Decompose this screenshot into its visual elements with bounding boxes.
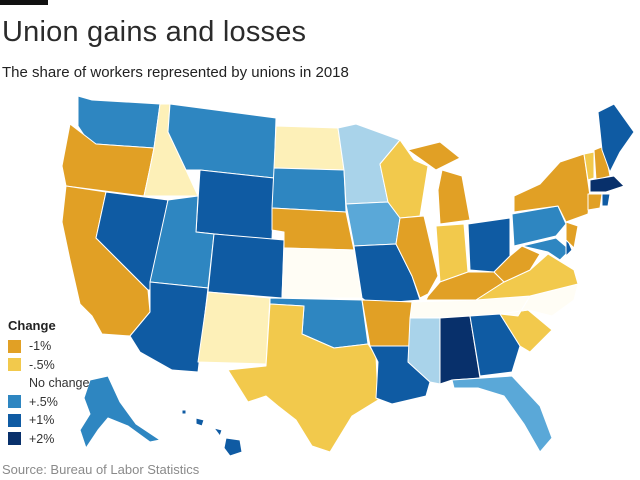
source-credit: Source: Bureau of Labor Statistics: [2, 462, 200, 477]
legend-label: +1%: [29, 413, 55, 428]
state-florida[interactable]: [451, 375, 553, 453]
state-hawaii[interactable]: [181, 409, 243, 457]
state-maine[interactable]: [597, 103, 635, 173]
state-michigan[interactable]: [407, 141, 471, 225]
state-wyoming[interactable]: [195, 169, 275, 241]
legend-item: -1%: [8, 337, 128, 356]
state-massachusetts[interactable]: [589, 175, 625, 193]
state-georgia[interactable]: [469, 313, 521, 377]
top-accent-bar: [0, 0, 48, 5]
state-connecticut[interactable]: [587, 193, 603, 211]
state-illinois[interactable]: [395, 215, 439, 299]
legend-item: No change: [8, 374, 128, 393]
legend-label: -.5%: [29, 357, 55, 372]
state-north-dakota[interactable]: [273, 125, 345, 171]
page-subtitle: The share of workers represented by unio…: [2, 64, 349, 81]
state-rhode-island[interactable]: [601, 193, 611, 207]
legend-swatch: [8, 377, 21, 390]
legend-swatch: [8, 432, 21, 446]
state-texas[interactable]: [227, 303, 379, 453]
legend-label: -1%: [29, 339, 52, 354]
state-arkansas[interactable]: [361, 299, 413, 347]
state-new-hampshire[interactable]: [593, 145, 611, 181]
state-mississippi[interactable]: [407, 317, 441, 385]
legend-swatch: [8, 358, 21, 372]
state-new-jersey[interactable]: [565, 221, 579, 249]
page-title: Union gains and losses: [2, 16, 307, 48]
state-kansas[interactable]: [281, 247, 363, 299]
legend-item: +.5%: [8, 393, 128, 412]
legend-swatch: [8, 339, 21, 353]
legend-label: +2%: [29, 431, 55, 446]
state-alaska[interactable]: [79, 375, 161, 449]
state-iowa[interactable]: [345, 201, 401, 247]
legend-title: Change: [8, 318, 56, 333]
legend-item: +2%: [8, 430, 128, 449]
state-west-virginia[interactable]: [493, 245, 541, 283]
state-vermont[interactable]: [583, 151, 595, 181]
state-colorado[interactable]: [207, 233, 285, 299]
legend-swatch: [8, 395, 21, 409]
legend-label: +.5%: [29, 394, 58, 409]
legend-item: -.5%: [8, 356, 128, 375]
state-virginia[interactable]: [475, 253, 579, 301]
state-nevada[interactable]: [95, 191, 169, 291]
state-south-dakota[interactable]: [271, 167, 347, 213]
legend-item: +1%: [8, 411, 128, 430]
state-maryland[interactable]: [521, 237, 571, 261]
us-union-map: [61, 95, 635, 457]
legend-swatch: [8, 413, 21, 427]
state-nebraska[interactable]: [271, 207, 355, 251]
state-montana[interactable]: [167, 103, 277, 179]
legend-label: No change: [29, 376, 90, 391]
map-legend: Change -1% -.5% No change +.5% +1% +2%: [8, 318, 128, 448]
state-new-mexico[interactable]: [197, 291, 271, 365]
